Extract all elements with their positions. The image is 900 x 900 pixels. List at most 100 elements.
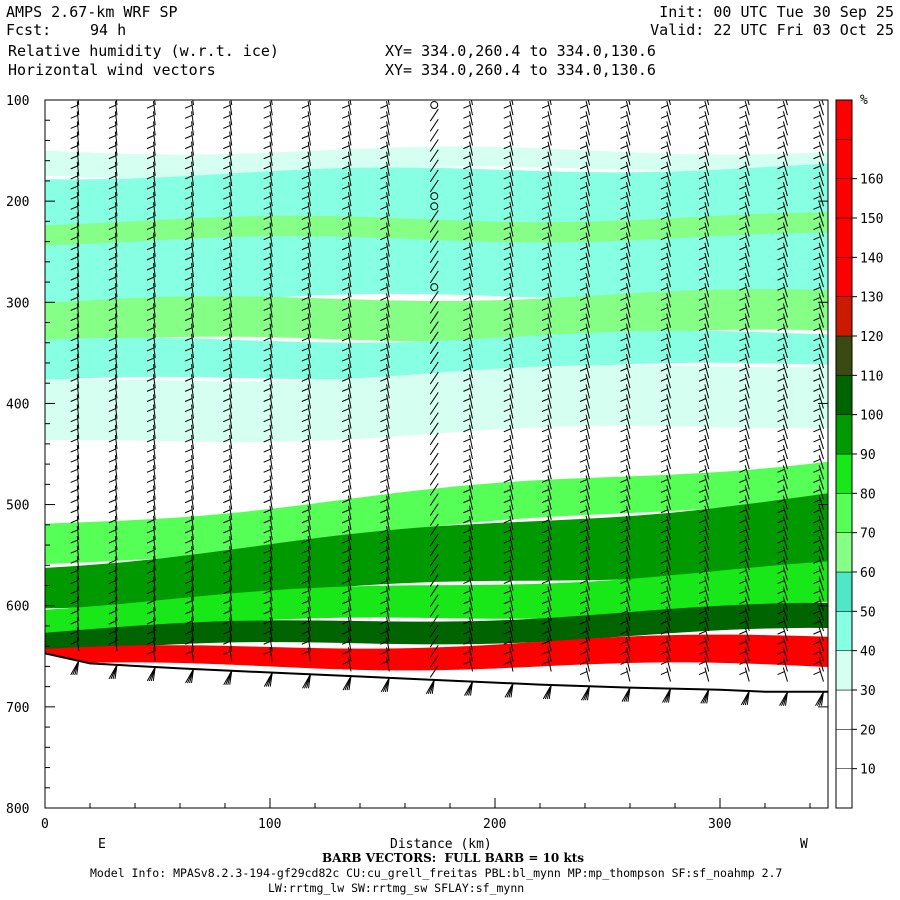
wind-barb [429, 655, 439, 668]
wind-barb [429, 311, 439, 324]
wind-barb-flag [620, 620, 628, 625]
wind-barb [744, 414, 750, 429]
wind-barb-flag [813, 347, 821, 352]
wind-barb [429, 361, 439, 375]
wind-barb-flag [301, 458, 310, 463]
wind-barb [76, 485, 80, 500]
wind-barb-flag [739, 630, 747, 635]
wind-barb [76, 151, 80, 166]
wind-barb-flag [698, 317, 707, 322]
wind-barb-flag [620, 145, 628, 150]
wind-barb [152, 222, 156, 237]
wind-barb [782, 232, 788, 247]
wind-barb-flag [380, 499, 388, 504]
wind-barb-flag [579, 671, 588, 676]
wind-barb-flag [146, 367, 155, 372]
wind-barb-flag [739, 660, 747, 665]
wind-barb-flag [463, 489, 471, 493]
wind-barb [782, 212, 788, 227]
wind-barb [191, 485, 194, 500]
wind-barb [76, 546, 80, 561]
wind-barb [347, 566, 352, 581]
wind-barb [269, 131, 273, 146]
wind-barb [509, 222, 514, 237]
wind-barb-flag [541, 448, 550, 453]
wind-barb [386, 424, 390, 439]
wind-barb-flag [739, 559, 747, 564]
wind-barb [704, 434, 710, 450]
wind-barb-flag [777, 478, 785, 483]
wind-barb [744, 546, 750, 561]
wind-barb [469, 131, 473, 146]
wind-barb-flag [223, 347, 231, 352]
wind-barb [625, 252, 631, 268]
wind-barb-flag [463, 509, 471, 514]
wind-barb-flag [739, 246, 747, 251]
wind-barb-flag [223, 408, 231, 413]
wind-barb [191, 161, 194, 176]
wind-barb-flag [263, 317, 271, 322]
wind-barb-flag [301, 580, 310, 585]
wind-barb-flag [541, 357, 550, 362]
wind-barb-flag [579, 236, 588, 241]
wind-barb [744, 101, 750, 116]
wind-barb [666, 181, 671, 197]
wind-barb-flag [660, 306, 669, 311]
wind-barb [547, 566, 552, 581]
wind-barb [666, 394, 671, 409]
wind-barb-flag [146, 509, 155, 514]
wind-barb [386, 313, 390, 328]
wind-barb-flag [184, 428, 193, 433]
wind-barb [429, 473, 439, 486]
wind-barb-flag [263, 529, 271, 534]
wind-barb-flag [223, 317, 231, 322]
wind-barb [347, 404, 352, 419]
wind-barb-flag [698, 185, 707, 190]
colorbar-tick-label: 20 [860, 723, 876, 738]
wind-barb [269, 252, 273, 267]
wind-barb-flag [541, 590, 550, 595]
wind-barb-flag [813, 509, 821, 514]
wind-barb [191, 536, 194, 551]
wind-barb-flag [463, 468, 471, 473]
wind-barb-flag [620, 387, 628, 392]
colorbar-swatch [835, 217, 853, 258]
wind-barb [347, 505, 352, 520]
wind-barb [625, 161, 631, 176]
wind-barb [229, 414, 233, 429]
wind-barb-flag [660, 155, 669, 160]
wind-barb [782, 343, 788, 359]
wind-barb [704, 232, 710, 247]
wind-barb-flag [698, 620, 707, 625]
wind-barb [229, 293, 233, 308]
wind-barb-flag [146, 569, 155, 574]
wind-barb-flag [302, 95, 309, 98]
wind-barb-flag [541, 650, 550, 655]
wind-barb [429, 179, 439, 193]
wind-barb-flag [503, 266, 511, 271]
wind-barb [152, 404, 156, 419]
wind-barb [744, 151, 750, 166]
wind-barb-flag [301, 155, 310, 160]
wind-barb-flag [70, 478, 78, 483]
wind-barb [782, 202, 788, 217]
wind-barb [547, 485, 552, 500]
wind-barb-flag [777, 640, 785, 645]
wind-barb-flag [660, 165, 669, 170]
wind-barb-flag [777, 489, 785, 493]
wind-barb [585, 616, 590, 632]
wind-barb [547, 272, 552, 288]
wind-barb [76, 313, 80, 328]
wind-barb-flag [579, 337, 588, 342]
wind-barb-flag [184, 650, 193, 655]
wind-barb [818, 222, 824, 237]
wind-barb-flag [739, 610, 747, 615]
wind-barb-flag [463, 539, 471, 544]
wind-barb-flag [70, 327, 78, 332]
wind-barb [509, 343, 514, 359]
wind-barb [704, 444, 710, 460]
wind-barb-flag [660, 357, 669, 362]
wind-barb-flag [70, 519, 78, 524]
wind-barb [585, 333, 590, 348]
wind-barb-flag [108, 256, 117, 261]
